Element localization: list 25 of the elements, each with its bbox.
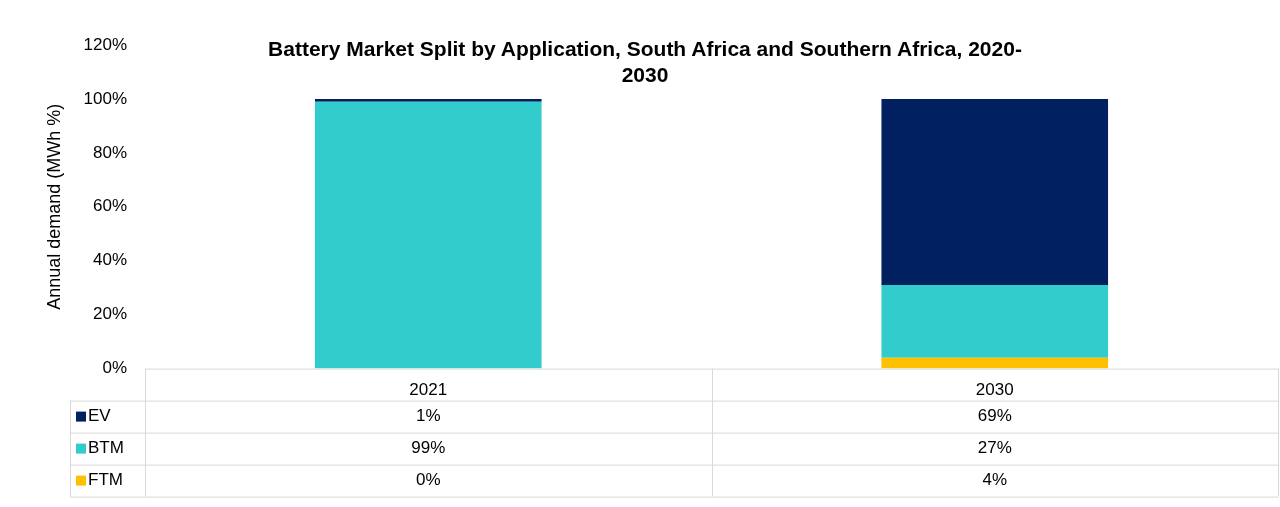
- x-tick-label: 2030: [975, 380, 1014, 400]
- bar: [881, 98, 1109, 285]
- y-tick-label: 20%: [92, 304, 127, 324]
- data-label: 99%: [411, 438, 446, 458]
- y-tick-label: 100%: [83, 88, 127, 108]
- y-axis-title: Annual demand (MWh %): [43, 103, 64, 310]
- data-label: 0%: [415, 470, 441, 490]
- y-tick-label: 40%: [92, 250, 127, 270]
- y-tick-label: 0%: [102, 358, 127, 378]
- chart-title: Battery Market Split by Application, South Africa and Southern Africa, 2020-2030: [267, 36, 1023, 88]
- legend-label: BTM: [88, 438, 124, 458]
- data-label: 69%: [977, 406, 1012, 426]
- y-tick-label: 80%: [92, 142, 127, 162]
- legend-label: EV: [88, 406, 112, 426]
- bar: [881, 285, 1109, 358]
- bar: [314, 101, 542, 369]
- bar: [881, 357, 1109, 369]
- x-tick-label: 2021: [409, 380, 448, 400]
- data-label: 4%: [982, 470, 1008, 490]
- data-label: 27%: [977, 438, 1012, 458]
- data-label: 1%: [415, 406, 441, 426]
- y-tick-label: 120%: [83, 34, 127, 54]
- legend-label: FTM: [88, 470, 123, 490]
- bar: [314, 98, 542, 102]
- y-tick-label: 60%: [92, 196, 127, 216]
